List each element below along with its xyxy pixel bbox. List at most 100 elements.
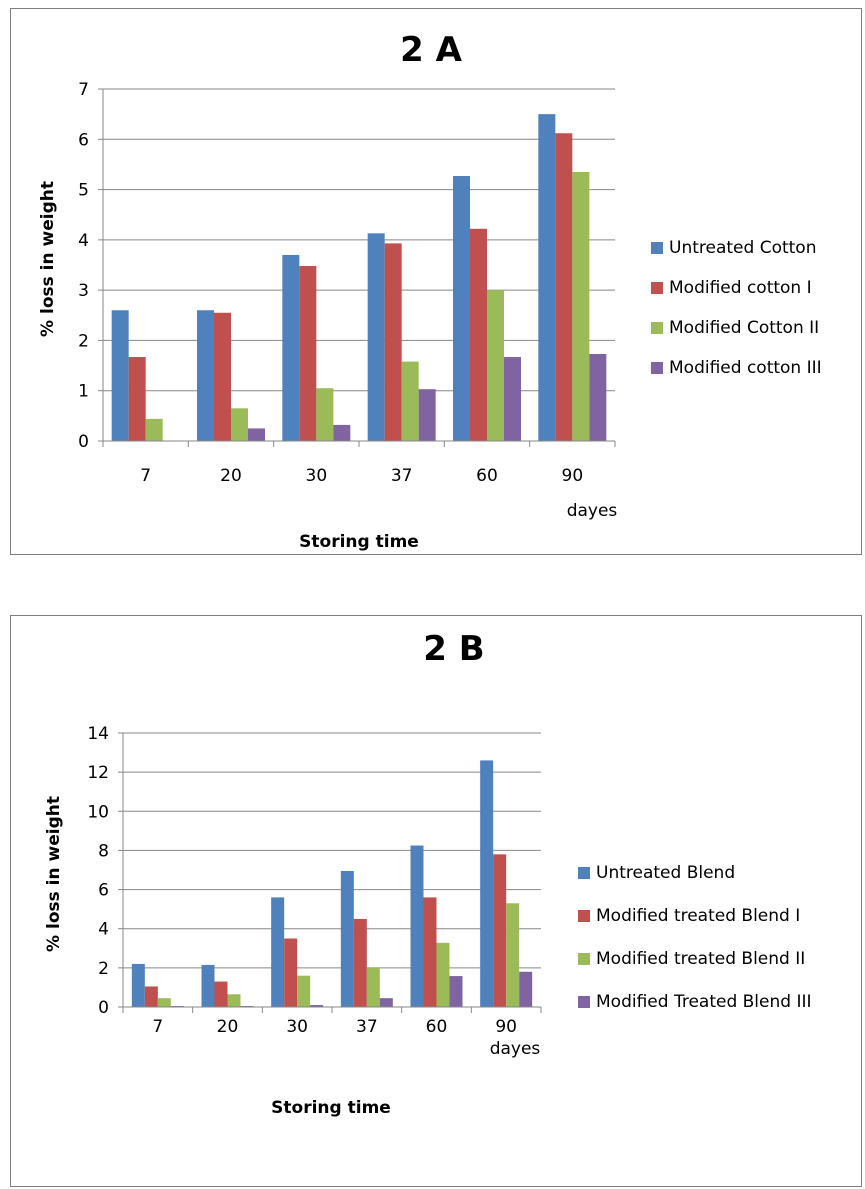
x-tick-label: 90 — [495, 1017, 517, 1037]
bar — [284, 938, 298, 1007]
y-axis-title: % loss in weight — [44, 796, 64, 952]
x-unit-label: dayes — [567, 501, 618, 521]
bar — [353, 918, 367, 1007]
bar — [157, 998, 171, 1007]
bar — [297, 975, 311, 1007]
gridlines — [103, 88, 615, 392]
bar — [145, 418, 163, 441]
x-tick-label: 37 — [356, 1017, 378, 1037]
chart-2b-svg: 2 B 0 2 4 6 8 10 12 14 7 20 30 37 60 90 dayes Storin… — [44, 629, 812, 1118]
legend-label: Untreated Cotton — [669, 238, 816, 258]
bar — [366, 967, 380, 1007]
x-tick-label: 37 — [391, 466, 413, 486]
y-tick-label: 4 — [78, 231, 89, 251]
bar — [231, 408, 248, 441]
x-tick-label: 60 — [476, 466, 498, 486]
bar — [248, 428, 265, 441]
bar — [340, 870, 354, 1007]
chart-title: 2 A — [400, 30, 462, 70]
bar — [271, 897, 285, 1007]
bar — [282, 254, 300, 441]
legend-label: Modified cotton I — [669, 278, 812, 298]
x-axis-title: Storing time — [299, 532, 419, 552]
bar — [493, 854, 507, 1007]
y-tick-label: 4 — [98, 920, 109, 940]
y-tick-labels: 0 1 2 3 4 5 6 7 — [78, 80, 89, 452]
y-tick-label: 5 — [78, 181, 89, 201]
legend-label: Untreated Blend — [596, 863, 735, 883]
x-tick-label: 7 — [140, 466, 151, 486]
bar — [379, 998, 393, 1007]
y-tick-label: 6 — [78, 130, 89, 150]
y-tick-label: 10 — [87, 802, 109, 822]
axes — [118, 732, 542, 1013]
y-tick-label: 14 — [87, 724, 109, 744]
y-tick-label: 2 — [98, 959, 109, 979]
y-tick-label: 12 — [87, 763, 109, 783]
bar — [423, 897, 437, 1007]
bar — [128, 357, 146, 441]
y-tick-label: 0 — [98, 998, 109, 1018]
legend-swatch — [651, 282, 663, 294]
bar — [470, 228, 487, 441]
x-tick-label: 20 — [217, 1017, 239, 1037]
bar — [401, 361, 419, 441]
x-tick-label: 7 — [152, 1017, 163, 1037]
bar — [506, 903, 520, 1007]
legend-swatch — [578, 867, 590, 879]
bar — [436, 942, 450, 1007]
bars — [111, 114, 607, 442]
bar — [572, 171, 590, 441]
chart-panel-2b: 2 B 0 2 4 6 8 10 12 14 7 20 30 37 60 90 dayes Storin… — [10, 615, 862, 1187]
chart-panel-2a: 2 A 0 1 2 3 4 5 6 7 7 20 30 37 60 90 dayes Storing t… — [10, 8, 862, 555]
y-tick-label: 0 — [78, 432, 89, 452]
y-tick-label: 2 — [78, 331, 89, 351]
y-tick-label: 1 — [78, 382, 89, 402]
bar — [384, 243, 402, 441]
x-tick-label: 30 — [286, 1017, 308, 1037]
bar — [538, 114, 556, 442]
bar — [453, 175, 470, 441]
bar — [197, 310, 214, 441]
gridlines — [123, 732, 541, 969]
bar — [367, 233, 385, 441]
legend: Untreated Blend Modified treated Blend I M… — [578, 863, 812, 1012]
legend-label: Modified Treated Blend III — [596, 992, 812, 1012]
bar — [214, 312, 231, 441]
x-tick-labels: 7 20 30 37 60 90 — [152, 1017, 517, 1037]
legend-label: Modified treated Blend II — [596, 949, 805, 969]
chart-title: 2 B — [423, 629, 484, 669]
bar — [487, 290, 504, 441]
legend-swatch — [578, 910, 590, 922]
x-tick-label: 30 — [306, 466, 328, 486]
legend-swatch — [651, 362, 663, 374]
bar — [316, 388, 334, 441]
bar — [418, 389, 436, 441]
bar — [480, 760, 494, 1007]
legend-swatch — [578, 953, 590, 965]
chart-2a-svg: 2 A 0 1 2 3 4 5 6 7 7 20 30 37 60 90 dayes Storing t… — [38, 30, 822, 552]
x-axis-title: Storing time — [271, 1098, 391, 1118]
bar — [144, 986, 158, 1007]
legend-label: Modified cotton III — [669, 358, 822, 378]
bar — [131, 963, 145, 1007]
bar — [333, 424, 351, 441]
legend-label: Modified Cotton II — [669, 318, 819, 338]
legend-swatch — [651, 322, 663, 334]
x-tick-label: 90 — [562, 466, 584, 486]
legend: Untreated Cotton Modified cotton I Modifie… — [651, 238, 822, 378]
axes — [98, 88, 616, 447]
bar — [299, 266, 317, 441]
bar — [519, 971, 533, 1007]
bar — [227, 994, 241, 1007]
bars — [131, 760, 533, 1007]
x-unit-label: dayes — [490, 1039, 541, 1059]
y-tick-label: 7 — [78, 80, 89, 100]
x-tick-label: 60 — [426, 1017, 448, 1037]
bar — [111, 310, 129, 441]
bar — [201, 964, 215, 1007]
bar — [410, 845, 424, 1007]
bar — [310, 1005, 324, 1007]
bar — [555, 133, 573, 441]
y-tick-label: 8 — [98, 841, 109, 861]
